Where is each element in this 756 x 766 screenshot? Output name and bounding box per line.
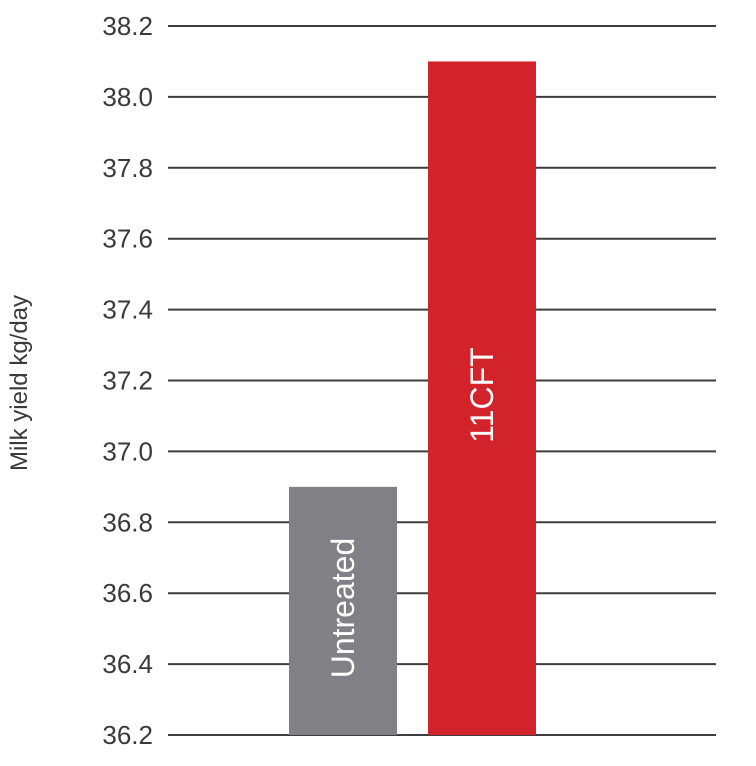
y-tick-label: 37.0 (102, 436, 153, 466)
y-tick-labels: 36.2 36.4 36.6 36.8 37.0 37.2 37.4 37.6 37.8 38.0… (102, 11, 153, 750)
y-tick-label: 37.6 (102, 224, 153, 254)
bar-11cft (428, 61, 536, 735)
y-tick-label: 36.2 (102, 720, 153, 750)
y-axis-title: Milk yield kg/day (6, 295, 33, 471)
bar-label-untreated: Untreated (325, 538, 361, 679)
y-tick-label: 36.4 (102, 649, 153, 679)
y-tick-label: 36.8 (102, 507, 153, 537)
y-tick-label: 37.8 (102, 153, 153, 183)
bar-label-11cft: 11CFT (464, 347, 500, 442)
bars: Untreated 11CFT (289, 61, 536, 735)
y-tick-label: 38.2 (102, 11, 153, 41)
y-tick-label: 37.4 (102, 295, 153, 325)
bar-untreated (289, 486, 397, 735)
y-tick-label: 38.0 (102, 82, 153, 112)
y-tick-label: 37.2 (102, 366, 153, 396)
y-tick-label: 36.6 (102, 578, 153, 608)
